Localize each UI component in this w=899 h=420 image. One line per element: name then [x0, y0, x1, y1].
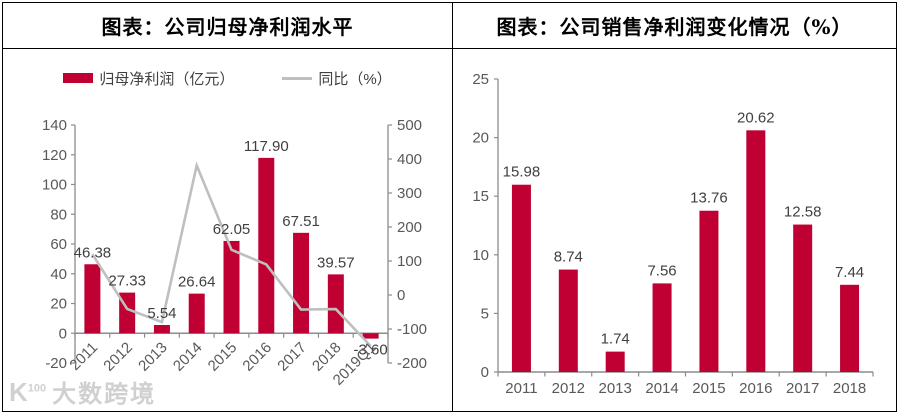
y-axis-tick-label: 10: [472, 247, 489, 264]
net-profit-bar-line-chart: 140120100806040200-205004003002001000-10…: [42, 117, 427, 389]
right-axis-tick-label: 200: [397, 219, 422, 236]
x-axis-category-label: 2016: [239, 339, 275, 375]
bar-data-label: 12.58: [784, 204, 822, 221]
x-axis-category-label: 2015: [205, 339, 241, 375]
left-chart-cell: 归母净利润（亿元） 同比（%） 140 120 100 80 60 40 20 0 -20 500…: [3, 49, 453, 411]
net-profit-bar: [84, 264, 101, 334]
x-axis-category-label: 2018: [833, 380, 866, 397]
net-margin-bar: [558, 269, 578, 372]
right-axis-tick-label: 400: [397, 151, 422, 168]
bar-series-swatch: [63, 73, 94, 83]
left-axis-tick-label: 140: [42, 117, 67, 134]
right-axis-tick-label: 100: [397, 253, 422, 270]
bar-data-label: 26.64: [178, 274, 216, 291]
net-margin-bar: [652, 283, 672, 372]
left-chart-title: 图表：公司归母净利润水平: [101, 15, 354, 39]
legend-label-net-profit: 归母净利润（亿元）: [99, 70, 235, 88]
right-panel-title-cell: 图表：公司销售净利润变化情况（%）: [453, 3, 896, 49]
right-axis-tick-label: -100: [397, 321, 427, 338]
bar-data-label: 117.90: [244, 138, 289, 155]
net-profit-bar: [258, 157, 275, 334]
bar-data-label: 46.38: [74, 244, 112, 261]
net-profit-bar: [293, 232, 310, 334]
left-axis-tick-label: 0: [59, 325, 67, 342]
bar-data-label: 1.74: [601, 331, 630, 348]
left-axis-tick-label: 40: [50, 266, 67, 283]
x-axis-category-label: 2014: [170, 339, 206, 375]
x-axis-category-label: 2011: [505, 380, 537, 397]
right-chart-cell: 25 20 15 10 5 0 15.98 8.74 1.74 7.56 13.76 20.62 12.…: [453, 49, 896, 411]
net-margin-bar: [605, 351, 625, 372]
left-axis-tick-label: 60: [50, 236, 67, 253]
bar-data-label: 5.54: [147, 305, 176, 322]
x-axis-category-label: 2017: [274, 339, 310, 375]
yoy-line: [91, 161, 372, 347]
bar-data-label: 7.56: [647, 262, 676, 279]
bar-data-label: 27.33: [108, 273, 146, 290]
y-axis-tick-label: 0: [481, 364, 489, 381]
bar-data-label: 20.62: [737, 109, 775, 126]
net-margin-bar: [746, 130, 766, 372]
x-axis-category-label: 2013: [599, 380, 632, 397]
line-series-swatch: [282, 76, 313, 80]
net-profit-bar: [153, 325, 170, 334]
legend-item-yoy: 同比（%）: [282, 68, 392, 89]
right-chart-title: 图表：公司销售净利润变化情况（%）: [496, 15, 853, 39]
bar-data-label: 13.76: [690, 190, 728, 207]
y-axis-tick-label: 20: [472, 130, 489, 147]
x-axis-category-label: 2011: [66, 339, 101, 374]
net-margin-bar: [840, 284, 860, 372]
net-profit-bar: [362, 333, 379, 339]
left-axis-tick-label: 80: [50, 206, 67, 223]
x-axis-category-label: 2016: [739, 380, 772, 397]
bar-data-label: 8.74: [554, 249, 583, 266]
net-margin-bar-chart: 252015105015.988.741.747.5613.7620.6212.…: [472, 71, 874, 397]
net-profit-bar: [223, 240, 240, 334]
x-axis-category-label: 2012: [100, 339, 136, 375]
bar-data-label: 62.05: [213, 221, 251, 238]
y-axis-tick-label: 15: [472, 188, 489, 205]
right-axis-tick-label: 0: [397, 287, 405, 304]
left-axis-tick-label: -20: [45, 355, 67, 372]
bar-data-label: 7.44: [835, 264, 864, 281]
left-chart-legend: 归母净利润（亿元） 同比（%）: [3, 49, 452, 101]
x-axis-category-label: 2012: [552, 380, 585, 397]
left-panel-title-cell: 图表：公司归母净利润水平: [3, 3, 453, 49]
right-axis-tick-label: 300: [397, 185, 422, 202]
right-axis-tick-label: 500: [397, 117, 422, 134]
y-axis-tick-label: 25: [472, 71, 489, 88]
left-axis-tick-label: 20: [50, 296, 67, 313]
bar-data-label: -3.60: [354, 342, 388, 359]
bar-data-label: 15.98: [503, 164, 541, 181]
net-margin-bar: [699, 210, 719, 372]
left-axis-tick-label: 120: [42, 147, 67, 164]
legend-item-net-profit: 归母净利润（亿元）: [63, 68, 234, 89]
net-profit-bar: [327, 274, 344, 334]
y-axis-tick-label: 5: [481, 305, 489, 322]
bar-data-label: 67.51: [282, 213, 320, 230]
left-axis-tick-label: 100: [42, 177, 67, 194]
net-profit-bar: [188, 293, 205, 334]
figure-table: 图表：公司归母净利润水平 图表：公司销售净利润变化情况（%） 归母净利润（亿元）…: [2, 2, 897, 412]
x-axis-category-label: 2014: [645, 380, 678, 397]
net-margin-bar: [511, 184, 531, 372]
x-axis-category-label: 2015: [692, 380, 725, 397]
x-axis-category-label: 2017: [786, 380, 819, 397]
bar-data-label: 39.57: [317, 254, 355, 271]
x-axis-category-label: 2013: [135, 339, 171, 375]
net-margin-bar: [793, 224, 813, 372]
legend-label-yoy: 同比（%）: [318, 70, 392, 88]
right-axis-tick-label: -200: [397, 355, 427, 372]
